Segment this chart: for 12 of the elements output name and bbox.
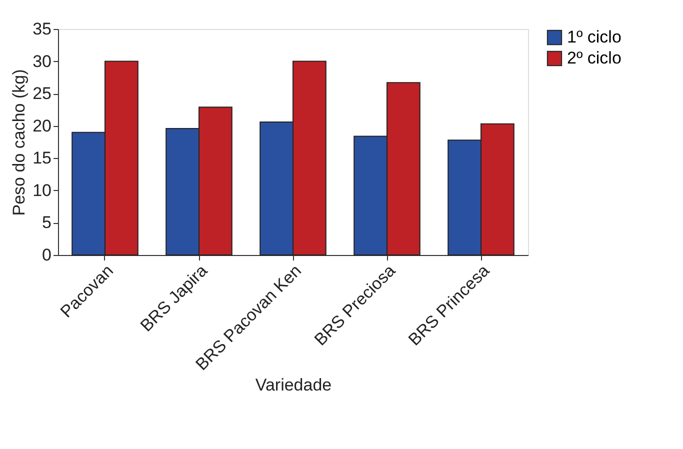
y-tick-label: 35 (32, 20, 52, 38)
y-tick-label: 0 (42, 246, 52, 264)
y-tick-label: 25 (32, 84, 52, 104)
x-axis-title: Variedade (255, 375, 332, 394)
legend-label: 2º ciclo (567, 48, 622, 68)
y-tick-label: 20 (32, 116, 52, 136)
y-axis-title: Peso do cacho (kg) (10, 69, 29, 216)
y-tick-label: 10 (32, 180, 52, 200)
y-tick-label: 30 (32, 52, 52, 71)
y-tick-label: 15 (32, 148, 52, 168)
legend-label: 1º ciclo (567, 28, 622, 46)
y-tick-label: 5 (42, 213, 52, 232)
